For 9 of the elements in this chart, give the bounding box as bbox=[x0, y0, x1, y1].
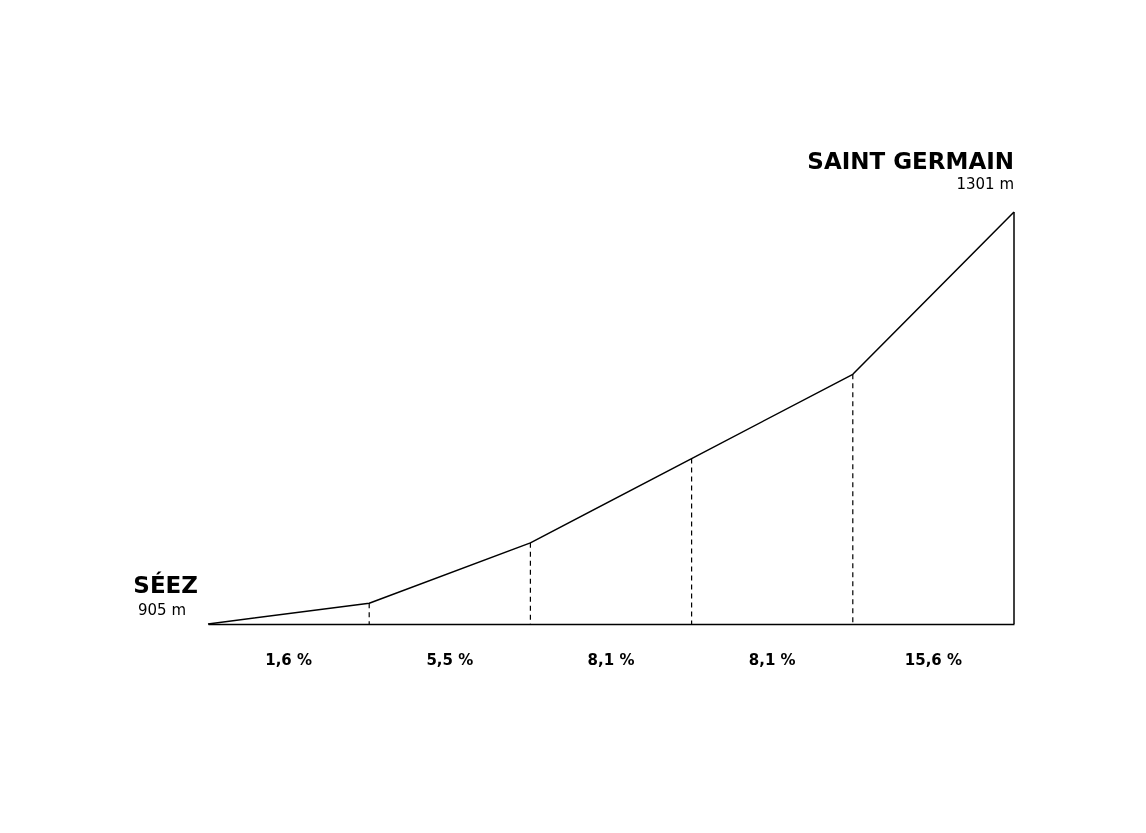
text: 5,5 % bbox=[426, 651, 474, 669]
text: 8,1 % bbox=[748, 651, 796, 669]
data-label: 1301 m bbox=[956, 175, 1014, 193]
text: SAINT GERMAIN bbox=[807, 148, 1014, 174]
text: 8,1 % bbox=[587, 651, 635, 669]
data-label: 905 m bbox=[137, 601, 186, 619]
text: 1,6 % bbox=[265, 651, 313, 669]
text: SÉEZ bbox=[133, 571, 198, 598]
text: 15,6 % bbox=[904, 651, 963, 669]
